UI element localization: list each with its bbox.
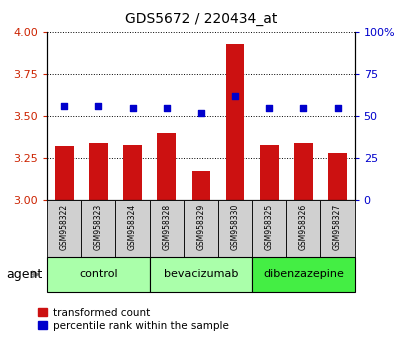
Text: GSM958326: GSM958326 <box>298 204 307 250</box>
Bar <box>89 143 108 200</box>
Bar <box>115 200 149 257</box>
Bar <box>327 153 346 200</box>
Text: GSM958327: GSM958327 <box>332 204 341 250</box>
Point <box>129 105 135 110</box>
Bar <box>47 257 149 292</box>
Point <box>61 103 67 109</box>
Text: GSM958323: GSM958323 <box>94 204 103 250</box>
Text: agent: agent <box>6 268 42 281</box>
Text: GSM958329: GSM958329 <box>196 204 205 250</box>
Text: bevacizumab: bevacizumab <box>163 269 238 279</box>
Point <box>197 110 204 115</box>
Bar <box>47 200 81 257</box>
Point <box>265 105 272 110</box>
Bar <box>259 144 278 200</box>
Point <box>333 105 340 110</box>
Text: GSM958325: GSM958325 <box>264 204 273 250</box>
Bar <box>252 200 285 257</box>
Bar <box>252 257 354 292</box>
Bar <box>183 200 218 257</box>
Text: GSM958322: GSM958322 <box>60 204 69 250</box>
Bar <box>320 200 354 257</box>
Bar <box>285 200 320 257</box>
Point <box>163 105 170 110</box>
Point <box>231 93 238 98</box>
Bar <box>225 44 244 200</box>
Bar <box>149 257 252 292</box>
Bar <box>191 171 210 200</box>
Text: GSM958330: GSM958330 <box>230 204 239 250</box>
Bar <box>123 144 142 200</box>
Bar <box>157 133 176 200</box>
Bar <box>55 146 74 200</box>
Text: GSM958324: GSM958324 <box>128 204 137 250</box>
Point <box>299 105 306 110</box>
Bar <box>81 200 115 257</box>
Text: control: control <box>79 269 117 279</box>
Text: dibenzazepine: dibenzazepine <box>262 269 343 279</box>
Bar <box>293 143 312 200</box>
Text: GSM958328: GSM958328 <box>162 204 171 250</box>
Bar <box>149 200 183 257</box>
Point <box>95 103 101 109</box>
Legend: transformed count, percentile rank within the sample: transformed count, percentile rank withi… <box>38 308 228 331</box>
Bar <box>218 200 252 257</box>
Text: GDS5672 / 220434_at: GDS5672 / 220434_at <box>124 12 276 27</box>
